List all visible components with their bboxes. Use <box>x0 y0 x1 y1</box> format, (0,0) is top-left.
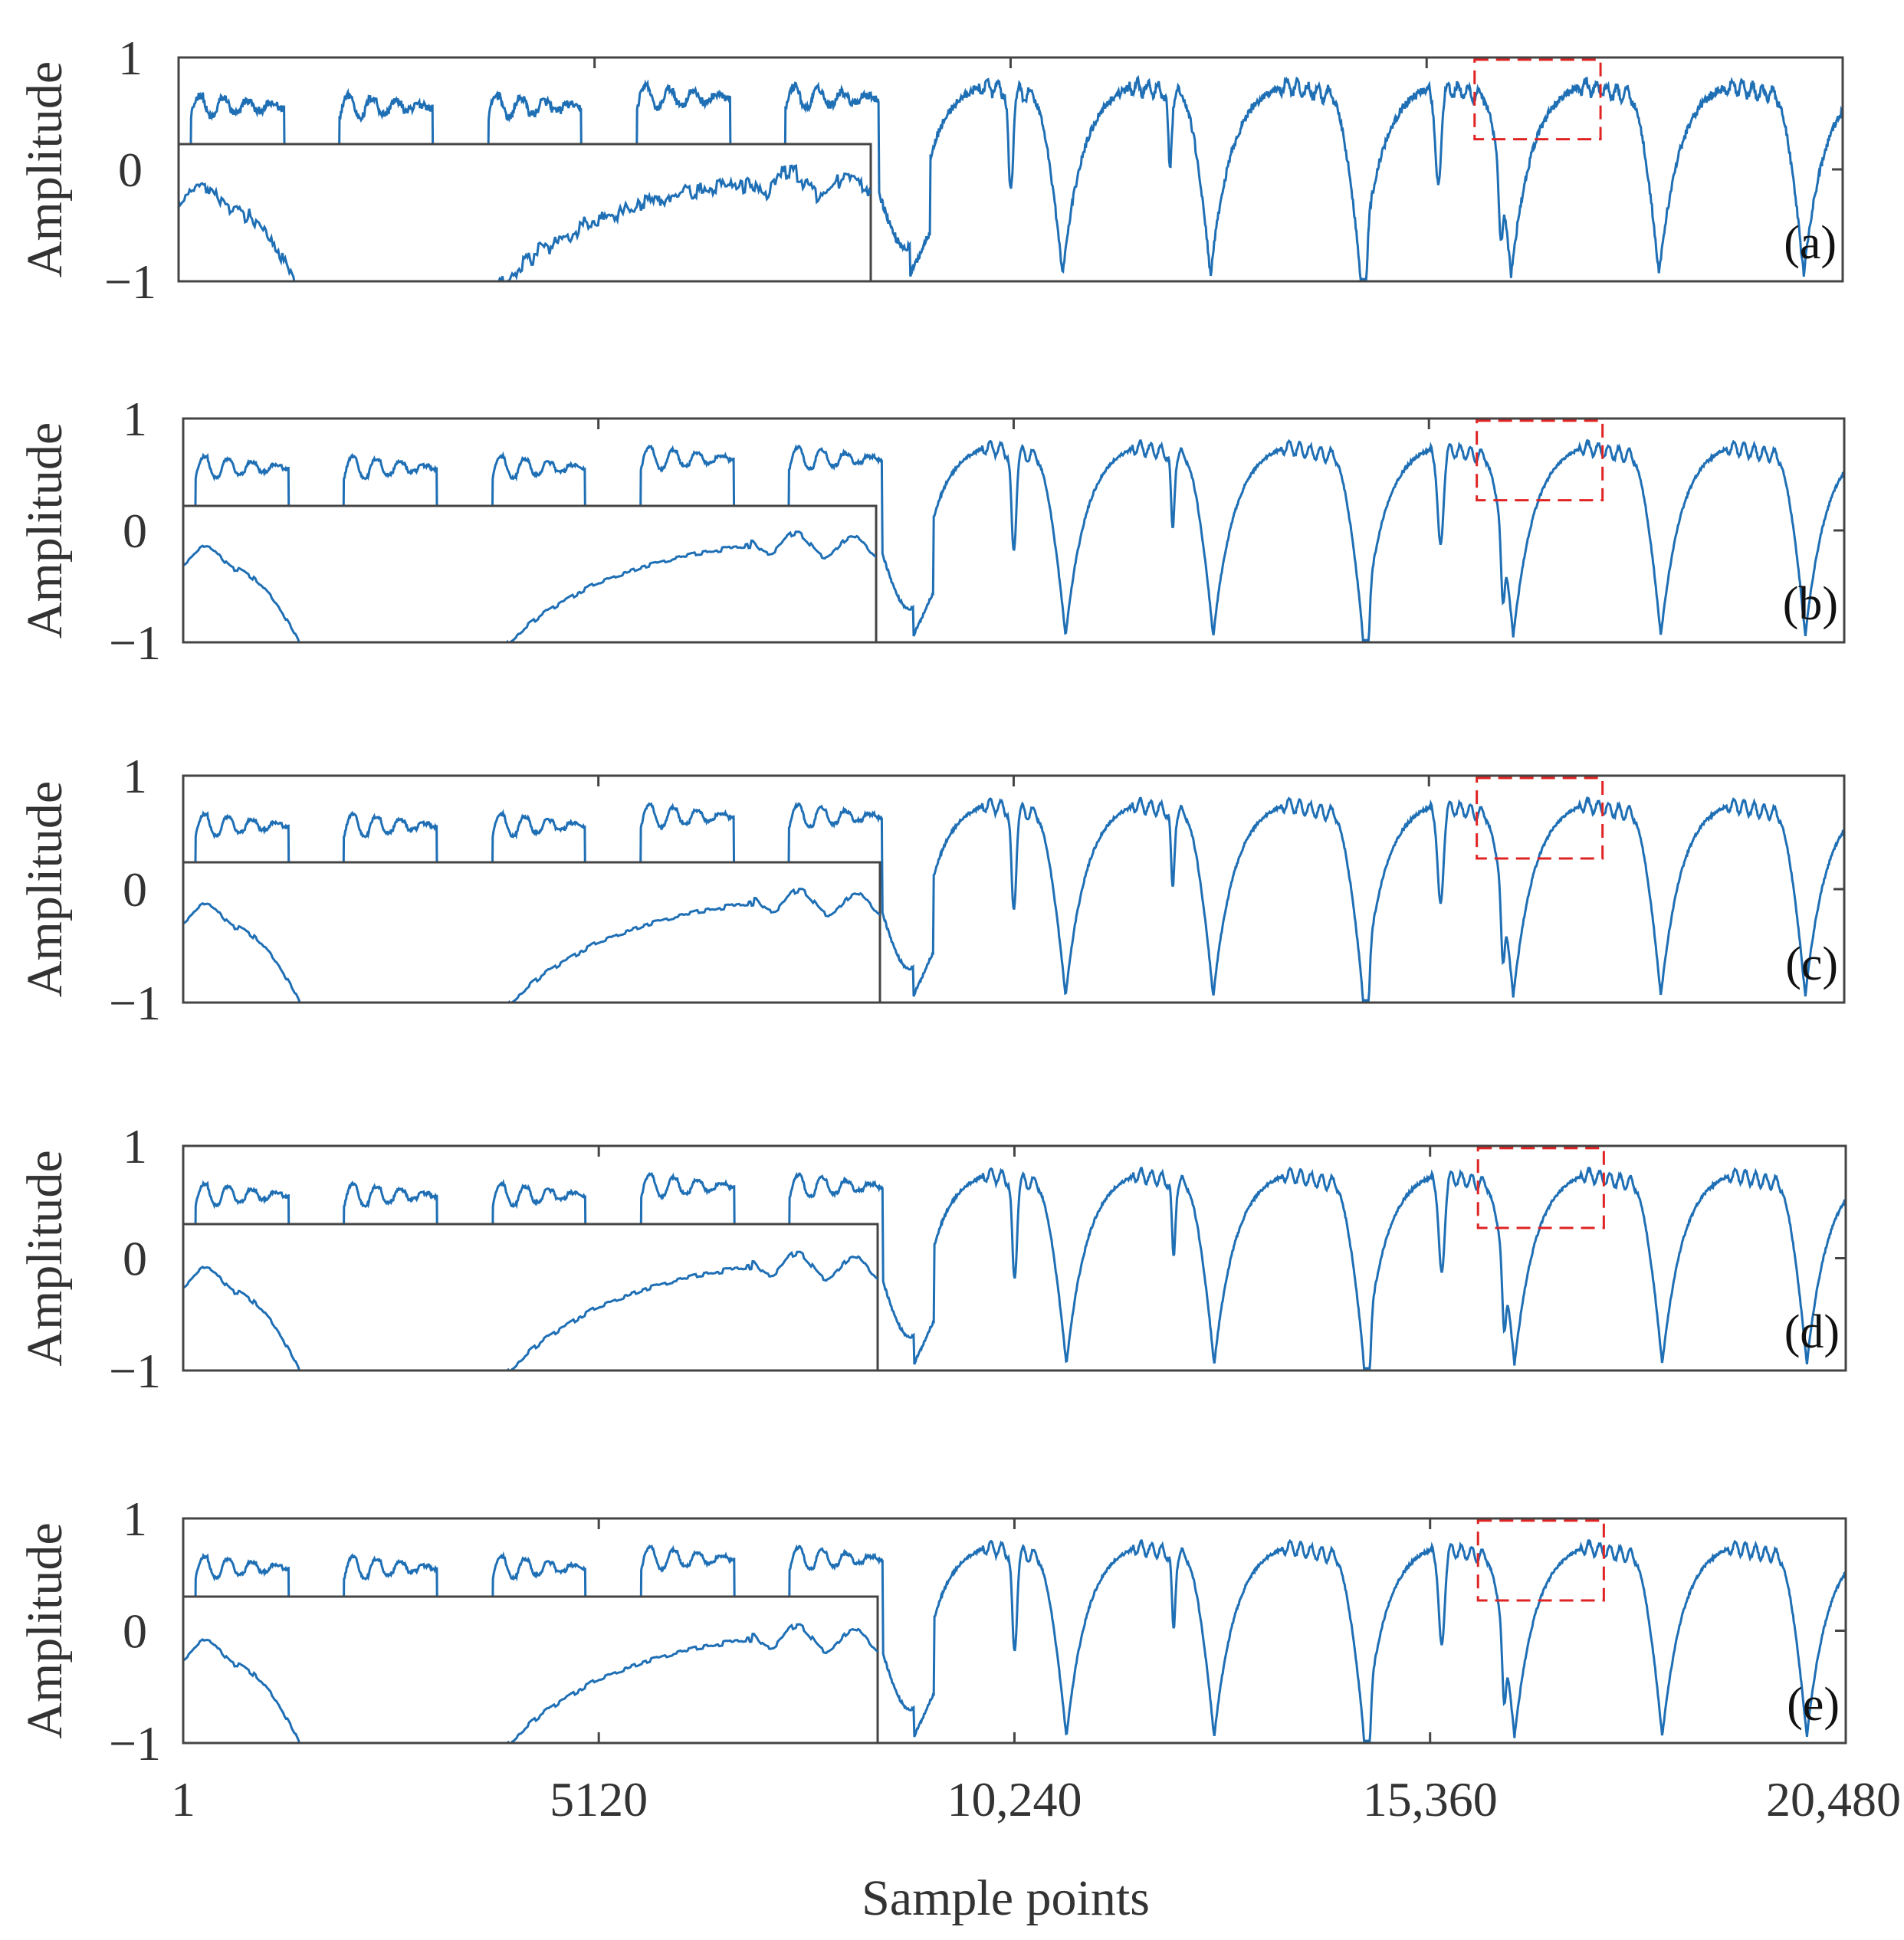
y-tick-label: 1 <box>123 1119 147 1174</box>
inset-signal-line <box>183 530 876 642</box>
y-axis-title: Amplitude <box>17 781 73 997</box>
zoom-region-box <box>1476 1147 1605 1229</box>
x-tick-label: 10,240 <box>947 1772 1082 1827</box>
inset-signal-line <box>183 1623 878 1743</box>
inset-frame <box>182 861 881 1004</box>
y-tick-label: 1 <box>123 392 147 446</box>
panel-label: (b) <box>1783 578 1838 630</box>
panel-a: 1 0 −1 Amplitude (a) <box>17 31 1844 309</box>
y-tick-label: 0 <box>118 143 143 197</box>
panel-d: 1 0 −1 Amplitude (d) <box>17 1119 1847 1398</box>
zoom-region-box <box>1473 58 1602 141</box>
y-tick-label: 0 <box>123 504 147 558</box>
y-tick-label: 1 <box>118 31 143 85</box>
y-tick-label: 1 <box>123 749 147 803</box>
zoom-region-box <box>1476 419 1604 502</box>
panel-label: (e) <box>1787 1679 1840 1731</box>
zoom-region-box <box>1476 776 1604 860</box>
x-tick-label: 5120 <box>550 1772 648 1827</box>
y-tick-label: −1 <box>109 976 161 1030</box>
y-tick-label: −1 <box>109 615 161 670</box>
y-tick-label: −1 <box>109 1344 161 1398</box>
inset-frame <box>177 143 872 283</box>
inset-signal-line <box>183 888 880 1003</box>
inset-signal-line <box>183 1250 878 1370</box>
y-axis-title: Amplitude <box>17 1150 73 1366</box>
panel-b: 1 0 −1 Amplitude (b) <box>17 392 1846 670</box>
y-axis-title: Amplitude <box>17 1522 73 1738</box>
y-axis-title: Amplitude <box>17 422 73 638</box>
y-tick-label: 1 <box>123 1492 147 1546</box>
inset-frame <box>182 504 878 644</box>
inset-frame <box>182 1595 879 1745</box>
x-axis-title: Sample points <box>862 1870 1150 1926</box>
inset-frame <box>182 1223 879 1372</box>
panel-label: (d) <box>1784 1306 1840 1358</box>
x-tick-label: 20,480 <box>1766 1772 1901 1827</box>
y-tick-label: −1 <box>109 1716 161 1771</box>
inset-signal-line <box>179 164 871 281</box>
x-tick-label: 1 <box>171 1772 195 1827</box>
panel-e: 1 0 −1 Amplitude (e) 1 5120 10,240 15,360 20,480 <box>17 1492 1901 1827</box>
panels-group: 1 0 −1 Amplitude (a) 1 0 −1 Amplitude (b) 1 0 −1 Ampl… <box>17 31 1901 1827</box>
panel-c: 1 0 −1 Amplitude (c) <box>17 749 1846 1030</box>
y-tick-label: 0 <box>123 1232 147 1286</box>
panel-label: (c) <box>1785 938 1838 990</box>
zoom-region-box <box>1476 1519 1605 1602</box>
panel-label: (a) <box>1784 217 1837 269</box>
y-axis-title: Amplitude <box>17 61 73 277</box>
y-tick-label: 0 <box>123 862 147 917</box>
y-tick-label: −1 <box>104 254 156 309</box>
y-tick-label: 0 <box>123 1604 147 1659</box>
x-tick-label: 15,360 <box>1363 1772 1498 1827</box>
